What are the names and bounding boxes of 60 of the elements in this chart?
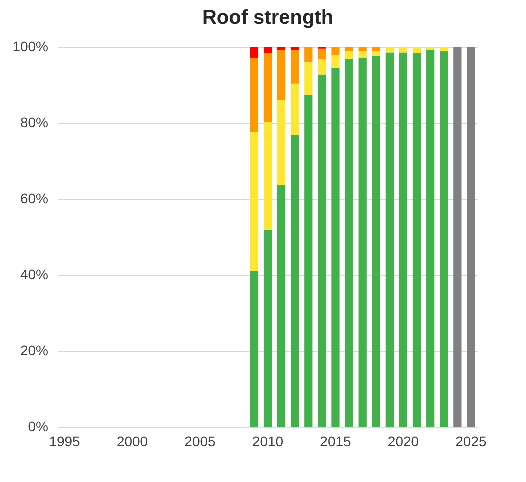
bar — [250, 132, 259, 272]
x-tick-label: 2025 — [456, 434, 488, 450]
bar — [372, 52, 380, 56]
bar — [264, 230, 272, 427]
bar — [291, 50, 300, 84]
bar — [386, 52, 394, 427]
bar — [277, 185, 286, 427]
y-tick-label: 60% — [20, 190, 48, 206]
bar — [332, 47, 340, 56]
bar — [291, 84, 300, 136]
bar — [426, 47, 435, 50]
bar — [345, 47, 354, 52]
bar — [264, 53, 272, 122]
bar — [372, 56, 380, 427]
bar — [358, 58, 367, 427]
bar — [264, 122, 272, 231]
bar — [467, 47, 476, 427]
bar — [304, 94, 313, 427]
chart-title: Roof strength — [202, 7, 334, 29]
x-tick-label: 1995 — [49, 434, 81, 450]
bar — [332, 55, 340, 68]
bar — [250, 58, 259, 132]
y-tick-label: 20% — [20, 342, 48, 358]
bar — [250, 47, 259, 58]
bar — [454, 47, 462, 427]
bar — [358, 47, 367, 52]
bar — [440, 47, 448, 52]
x-tick-label: 2010 — [252, 434, 284, 450]
bar — [291, 135, 300, 427]
bar — [304, 62, 313, 95]
bar — [318, 74, 326, 427]
x-tick-label: 2020 — [388, 434, 420, 450]
bar — [291, 47, 300, 50]
bar — [277, 100, 286, 186]
bar — [250, 271, 259, 427]
bar — [277, 47, 286, 50]
bar — [345, 52, 354, 60]
bar — [386, 47, 394, 53]
bar — [318, 60, 326, 75]
bar — [264, 47, 272, 54]
y-tick-label: 80% — [20, 114, 48, 130]
bar — [304, 47, 313, 63]
bar — [399, 47, 408, 53]
bar — [318, 48, 326, 60]
y-tick-label: 0% — [28, 418, 48, 434]
bar — [399, 52, 408, 427]
bar — [412, 47, 422, 54]
bar — [412, 53, 422, 427]
x-tick-label: 2000 — [116, 434, 148, 450]
bar — [440, 52, 448, 427]
bar — [332, 68, 340, 427]
x-tick-label: 2015 — [320, 434, 352, 450]
y-tick-label: 40% — [20, 266, 48, 282]
bar — [277, 50, 286, 100]
bar — [426, 50, 435, 427]
x-tick-label: 2005 — [184, 434, 216, 450]
y-tick-label: 100% — [12, 38, 48, 54]
bar — [372, 47, 380, 52]
bar — [358, 52, 367, 58]
bar — [345, 60, 354, 427]
